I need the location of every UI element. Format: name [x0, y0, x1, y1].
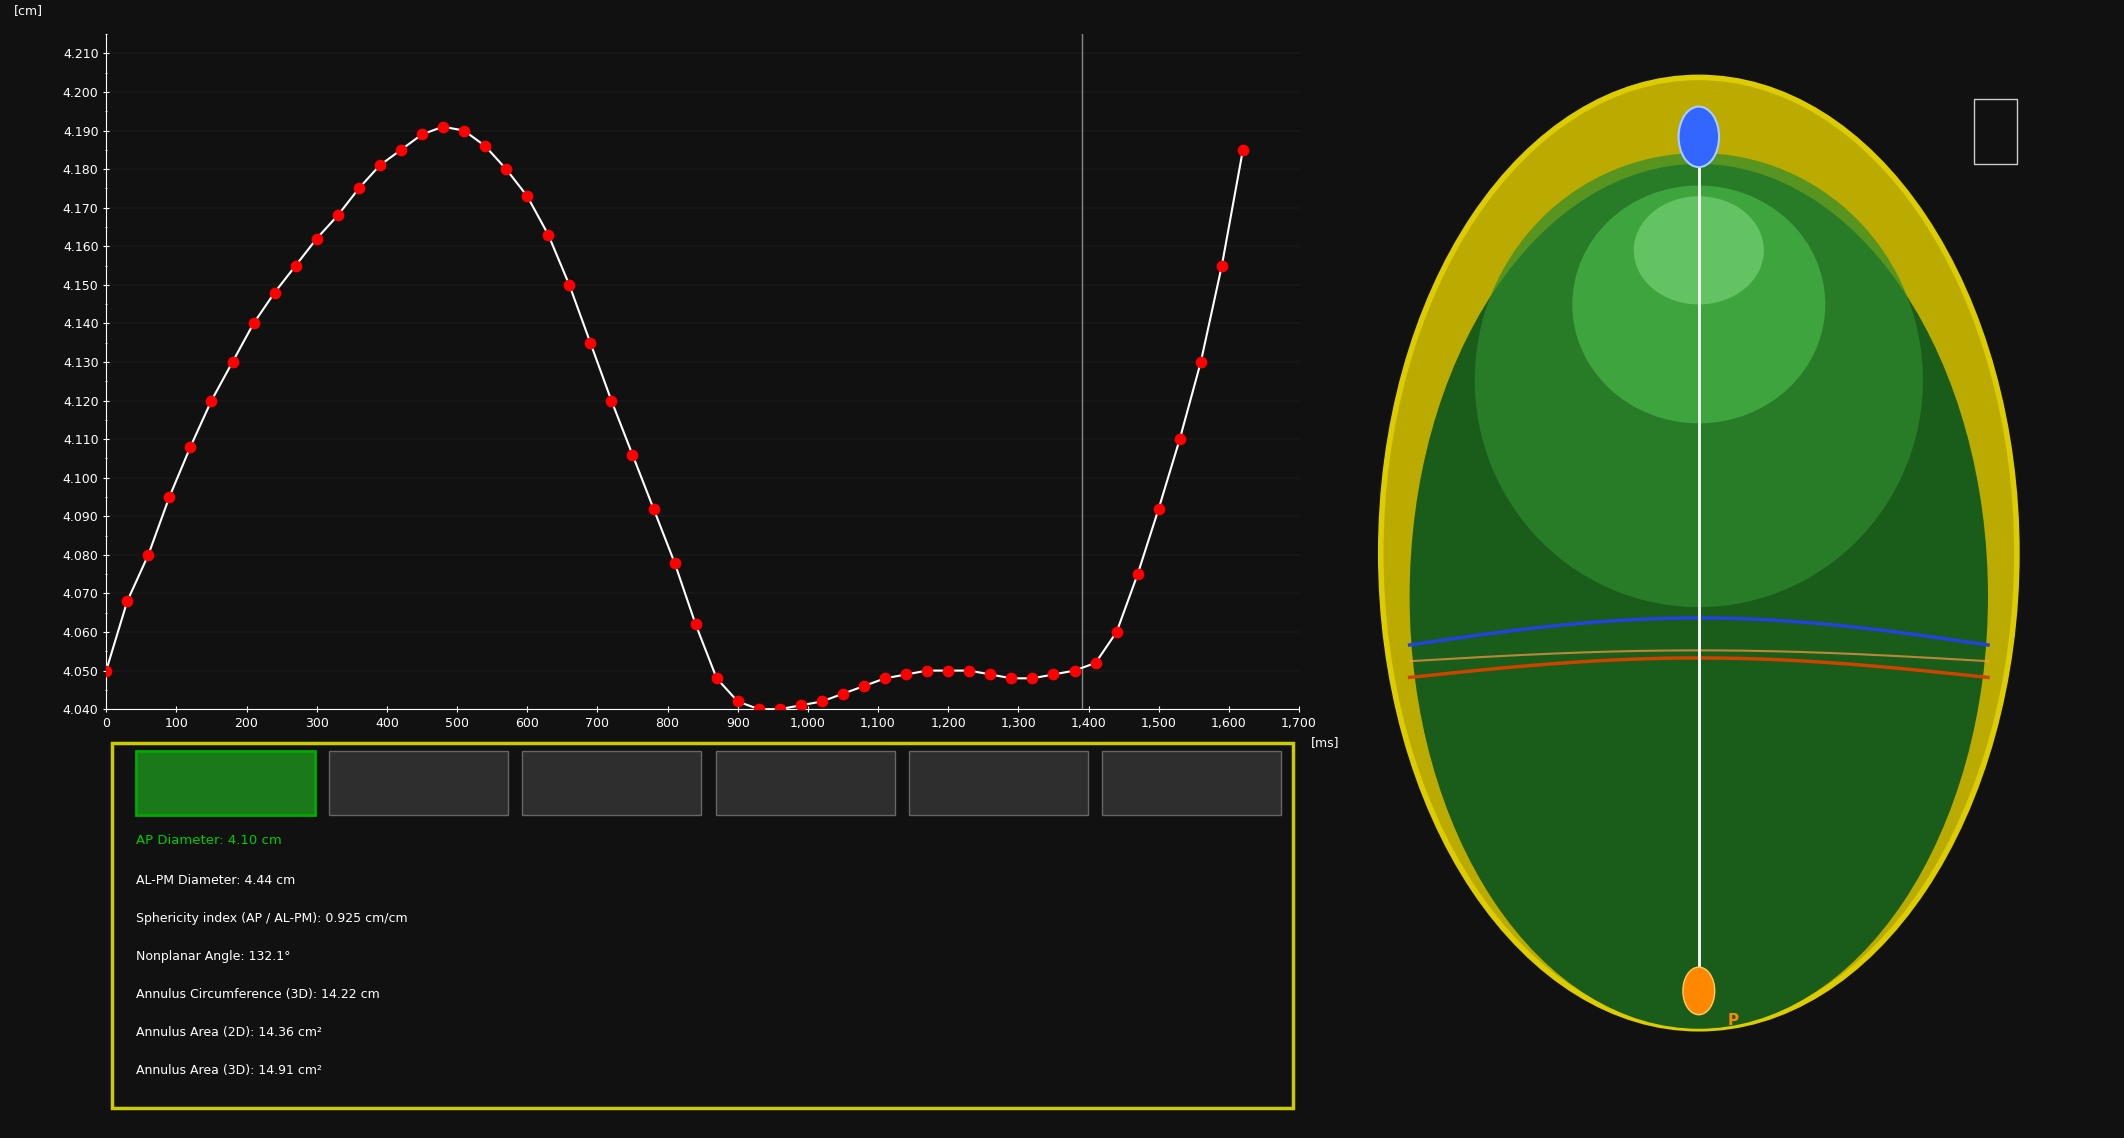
Text: AP Diameter: 4.10 cm: AP Diameter: 4.10 cm — [136, 834, 282, 848]
Point — [1058, 661, 1092, 679]
Text: Annulus Circumference (3D): 14.22 cm: Annulus Circumference (3D): 14.22 cm — [136, 988, 380, 1001]
Point — [1143, 500, 1177, 518]
FancyBboxPatch shape — [909, 751, 1087, 815]
Point — [384, 141, 418, 159]
Point — [467, 137, 501, 155]
Point — [930, 661, 964, 679]
Point — [952, 661, 986, 679]
Point — [1079, 653, 1113, 671]
Point — [1204, 256, 1238, 274]
Text: Annulus: Annulus — [200, 776, 253, 790]
FancyBboxPatch shape — [1102, 751, 1281, 815]
Point — [1121, 566, 1155, 584]
Point — [552, 275, 586, 294]
Point — [911, 661, 945, 679]
Point — [215, 353, 249, 371]
Point — [342, 180, 376, 198]
Circle shape — [1682, 967, 1714, 1015]
Point — [595, 391, 629, 410]
Point — [89, 661, 123, 679]
Point — [510, 187, 544, 205]
Text: Annulus Area (3D): 14.91 cm²: Annulus Area (3D): 14.91 cm² — [136, 1064, 323, 1077]
Point — [1226, 141, 1260, 159]
Point — [973, 666, 1007, 684]
Point — [1162, 430, 1196, 448]
Ellipse shape — [1572, 185, 1825, 423]
Point — [1183, 353, 1217, 371]
Point — [278, 256, 312, 274]
Point — [1015, 669, 1049, 687]
Point — [531, 225, 565, 244]
Ellipse shape — [1410, 164, 1988, 1029]
FancyBboxPatch shape — [329, 751, 508, 815]
Text: Leaflets: Leaflets — [395, 776, 442, 790]
FancyBboxPatch shape — [136, 751, 314, 815]
Point — [637, 500, 671, 518]
Point — [489, 160, 523, 179]
Point — [869, 669, 903, 687]
Point — [427, 117, 461, 135]
Point — [110, 592, 144, 610]
Point — [321, 206, 355, 224]
Text: Annulus Area (2D): 14.36 cm²: Annulus Area (2D): 14.36 cm² — [136, 1026, 323, 1039]
Text: Manual
Measurements: Manual Measurements — [956, 769, 1043, 797]
Point — [132, 546, 166, 564]
Point — [826, 685, 860, 703]
Point — [257, 283, 291, 302]
Text: [cm]: [cm] — [15, 3, 42, 17]
Point — [236, 314, 270, 332]
Point — [363, 156, 397, 174]
Text: Dynamic: Dynamic — [1166, 776, 1217, 790]
Point — [299, 230, 333, 248]
Point — [406, 125, 440, 143]
Circle shape — [1678, 107, 1718, 167]
Ellipse shape — [1633, 197, 1763, 304]
Point — [741, 700, 775, 718]
Point — [720, 692, 754, 710]
Point — [658, 553, 692, 571]
Text: Nonplanar Angle: 132.1°: Nonplanar Angle: 132.1° — [136, 950, 291, 963]
Point — [847, 677, 881, 695]
Text: Misc.: Misc. — [790, 776, 820, 790]
Ellipse shape — [1474, 154, 1922, 608]
Point — [1037, 666, 1070, 684]
Point — [195, 391, 229, 410]
Point — [174, 438, 208, 456]
Point — [446, 122, 480, 140]
Text: Sphericity index (AP / AL-PM): 0.925 cm/cm: Sphericity index (AP / AL-PM): 0.925 cm/… — [136, 912, 408, 925]
Text: Coaptation: Coaptation — [580, 776, 644, 790]
FancyBboxPatch shape — [523, 751, 701, 815]
Point — [784, 696, 818, 715]
Point — [763, 700, 796, 718]
Point — [616, 445, 650, 463]
Point — [699, 669, 733, 687]
Point — [805, 692, 839, 710]
Point — [678, 616, 712, 634]
Ellipse shape — [1381, 77, 2018, 1029]
Point — [890, 666, 924, 684]
Point — [1100, 622, 1134, 641]
FancyBboxPatch shape — [716, 751, 894, 815]
Point — [573, 333, 607, 352]
Text: P: P — [1727, 1013, 1740, 1028]
Text: [ms]: [ms] — [1311, 736, 1340, 749]
Text: AL-PM Diameter: 4.44 cm: AL-PM Diameter: 4.44 cm — [136, 874, 295, 888]
Point — [994, 669, 1028, 687]
Point — [153, 488, 187, 506]
